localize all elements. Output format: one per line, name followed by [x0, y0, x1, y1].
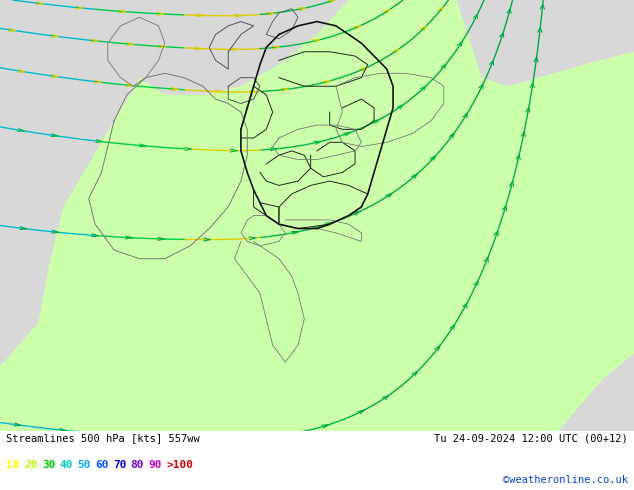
Text: 90: 90 [148, 461, 162, 470]
Text: ©weatheronline.co.uk: ©weatheronline.co.uk [503, 475, 628, 485]
Text: 60: 60 [95, 461, 108, 470]
Polygon shape [139, 0, 349, 95]
Text: 20: 20 [24, 461, 37, 470]
Text: 70: 70 [113, 461, 126, 470]
Text: >100: >100 [166, 461, 193, 470]
Text: 50: 50 [77, 461, 91, 470]
Text: 40: 40 [60, 461, 73, 470]
Polygon shape [558, 354, 634, 431]
Polygon shape [456, 0, 634, 86]
Text: 30: 30 [42, 461, 55, 470]
Text: Streamlines 500 hPa [kts] 557ww: Streamlines 500 hPa [kts] 557ww [6, 434, 200, 443]
Text: 80: 80 [131, 461, 144, 470]
Text: 10: 10 [6, 461, 20, 470]
Text: Tu 24-09-2024 12:00 UTC (00+12): Tu 24-09-2024 12:00 UTC (00+12) [434, 434, 628, 443]
Polygon shape [0, 0, 178, 367]
